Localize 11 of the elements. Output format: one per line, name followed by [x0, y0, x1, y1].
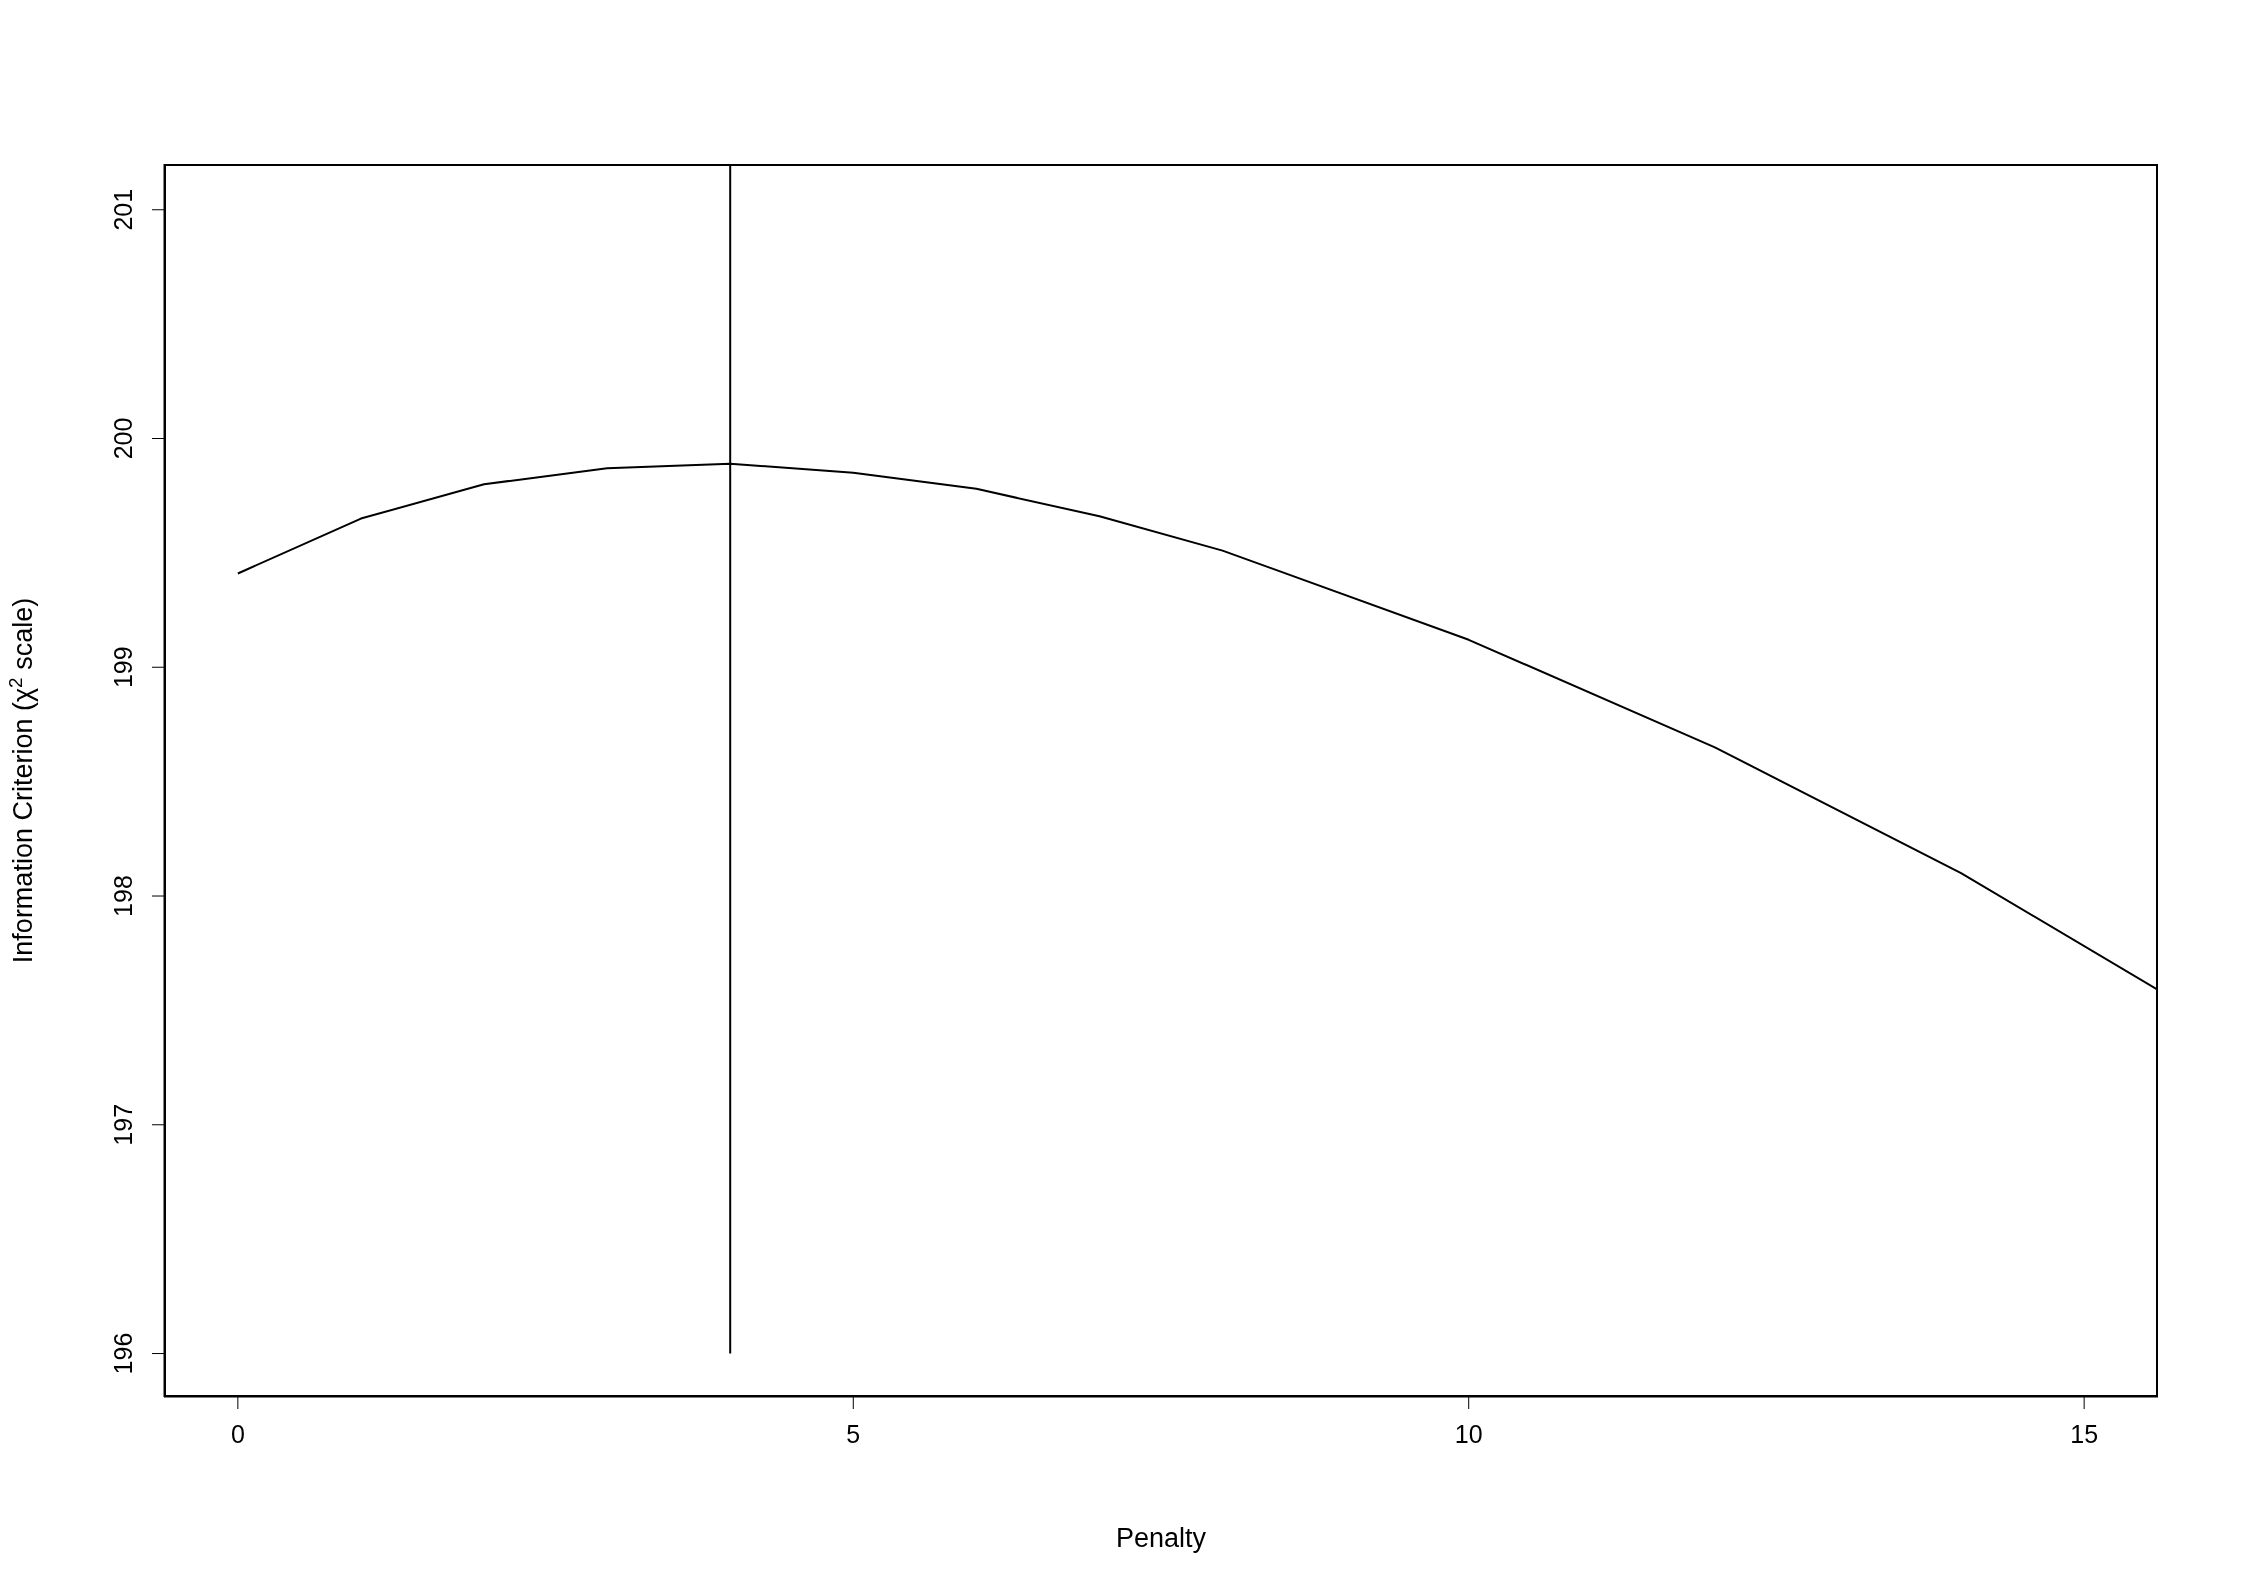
x-tick-label: 10 [1454, 1419, 1483, 1448]
y-tick-label: 196 [109, 1332, 137, 1375]
x-tick-label: 15 [2070, 1419, 2099, 1448]
y-tick-label: 197 [109, 1103, 137, 1146]
x-tick-label: 5 [846, 1419, 861, 1448]
x-axis-title: Penalty [1115, 1523, 1207, 1553]
x-tick-label: 0 [230, 1419, 245, 1448]
y-tick-label: 201 [109, 188, 137, 231]
y-tick-label: 198 [109, 875, 137, 917]
y-tick-label: 199 [109, 646, 137, 689]
y-tick-label: 200 [109, 417, 137, 460]
